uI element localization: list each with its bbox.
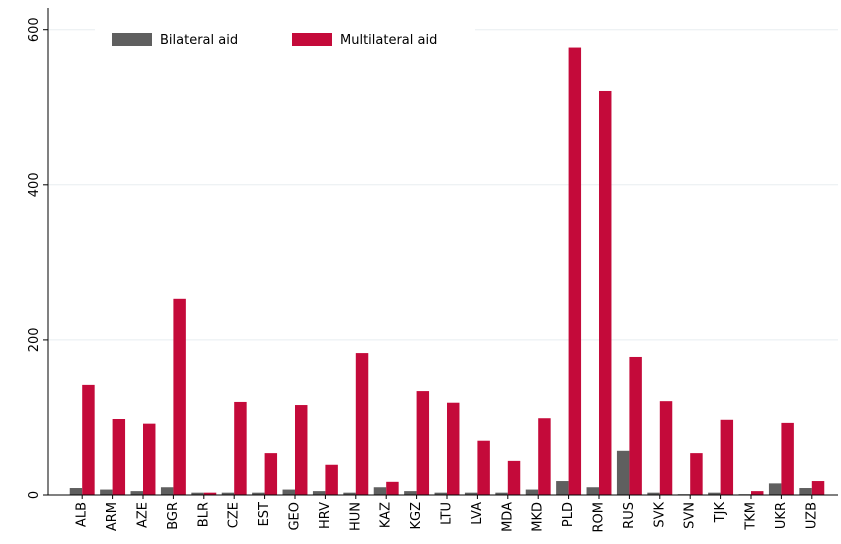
bar <box>82 384 95 495</box>
bar <box>599 90 612 496</box>
x-tick-label: EST <box>257 502 272 526</box>
legend-box <box>95 20 475 60</box>
x-tick-label: TJK <box>713 502 728 524</box>
bar <box>191 492 204 495</box>
y-tick-label: 200 <box>27 327 42 352</box>
bar <box>373 487 387 495</box>
x-tick-label: MDA <box>500 502 515 532</box>
bar <box>221 492 235 495</box>
bar <box>690 453 703 495</box>
bar <box>130 491 143 495</box>
legend-swatch <box>112 33 152 46</box>
bar <box>434 492 447 495</box>
x-tick-label: TKM <box>744 502 759 531</box>
x-tick-label: BGR <box>166 502 181 530</box>
bar <box>799 488 812 495</box>
x-tick-label: MKD <box>531 502 546 532</box>
x-tick-label: ARM <box>105 502 120 531</box>
x-tick-label: ALB <box>75 502 90 527</box>
bar <box>355 353 369 495</box>
bar <box>659 401 673 495</box>
bar <box>768 483 782 495</box>
bar <box>720 419 734 495</box>
bar <box>325 464 338 495</box>
x-tick-label: HRV <box>318 502 333 529</box>
bar <box>416 391 430 495</box>
x-tick-label: AZE <box>136 502 151 528</box>
x-tick-label: PLD <box>561 502 576 527</box>
bar <box>312 491 326 495</box>
x-tick-label: HUN <box>348 502 363 531</box>
x-tick-label: RUS <box>622 502 637 529</box>
bar <box>586 487 599 495</box>
bar <box>751 491 764 495</box>
bar <box>781 422 794 495</box>
x-tick-label: UZB <box>804 502 819 529</box>
legend-label: Multilateral aid <box>340 33 437 48</box>
bar <box>495 492 508 495</box>
bar <box>100 489 113 495</box>
legend-label: Bilateral aid <box>160 33 238 48</box>
bar <box>69 488 83 495</box>
x-tick-label: GEO <box>288 502 303 531</box>
bar <box>112 419 126 495</box>
bar <box>629 356 642 495</box>
bar <box>477 440 490 495</box>
x-tick-label: SVK <box>652 502 667 528</box>
y-tick-label: 600 <box>27 17 42 42</box>
x-tick-label: ROM <box>592 502 607 532</box>
x-tick-label: BLR <box>196 502 211 527</box>
bar <box>160 487 174 495</box>
x-tick-label: KGZ <box>409 502 424 530</box>
bar <box>252 492 265 495</box>
bar <box>264 453 278 495</box>
bar <box>386 481 399 495</box>
x-tick-label: SVN <box>683 502 698 529</box>
bar <box>616 450 630 495</box>
x-tick-label: LVA <box>470 502 485 525</box>
x-tick-label: KAZ <box>379 502 394 528</box>
x-tick-label: LTU <box>440 502 455 525</box>
bar <box>295 405 308 495</box>
y-tick-label: 400 <box>27 172 42 197</box>
bar <box>173 298 186 495</box>
bar <box>404 491 417 495</box>
bar <box>507 460 521 495</box>
bar <box>464 492 478 495</box>
bar <box>568 47 582 495</box>
bar <box>447 402 460 495</box>
bar <box>811 481 825 495</box>
x-tick-label: CZE <box>227 502 242 528</box>
y-tick-label: 0 <box>27 491 42 499</box>
bar <box>282 489 295 495</box>
bar <box>234 401 247 495</box>
bar <box>647 492 660 495</box>
bar <box>203 492 217 495</box>
bar <box>343 492 356 495</box>
legend-swatch <box>292 33 332 46</box>
bar <box>556 481 569 495</box>
bar <box>525 489 539 495</box>
bar <box>143 423 156 495</box>
bar <box>708 492 721 495</box>
bar <box>538 418 551 495</box>
x-tick-label: UKR <box>774 502 789 529</box>
